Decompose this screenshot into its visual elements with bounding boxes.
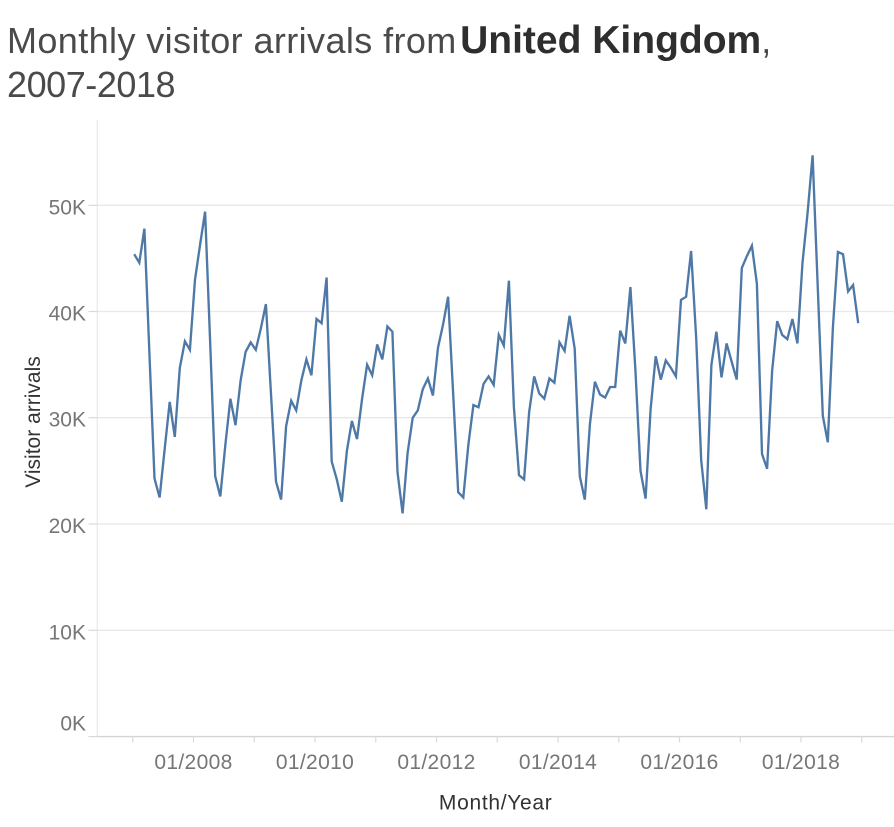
svg-text:01/2010: 01/2010: [276, 751, 354, 774]
svg-text:30K: 30K: [49, 409, 86, 432]
svg-text:01/2008: 01/2008: [154, 751, 232, 774]
svg-text:Month/Year: Month/Year: [439, 792, 553, 815]
svg-text:20K: 20K: [49, 515, 86, 538]
svg-text:01/2018: 01/2018: [762, 751, 840, 774]
svg-text:01/2012: 01/2012: [397, 751, 475, 774]
svg-text:10K: 10K: [49, 621, 86, 644]
svg-text:Visitor arrivals: Visitor arrivals: [22, 356, 45, 487]
svg-text:50K: 50K: [49, 196, 86, 219]
svg-text:01/2014: 01/2014: [519, 751, 597, 774]
svg-text:0K: 0K: [60, 713, 86, 736]
svg-text:01/2016: 01/2016: [640, 751, 718, 774]
svg-text:40K: 40K: [49, 303, 86, 326]
